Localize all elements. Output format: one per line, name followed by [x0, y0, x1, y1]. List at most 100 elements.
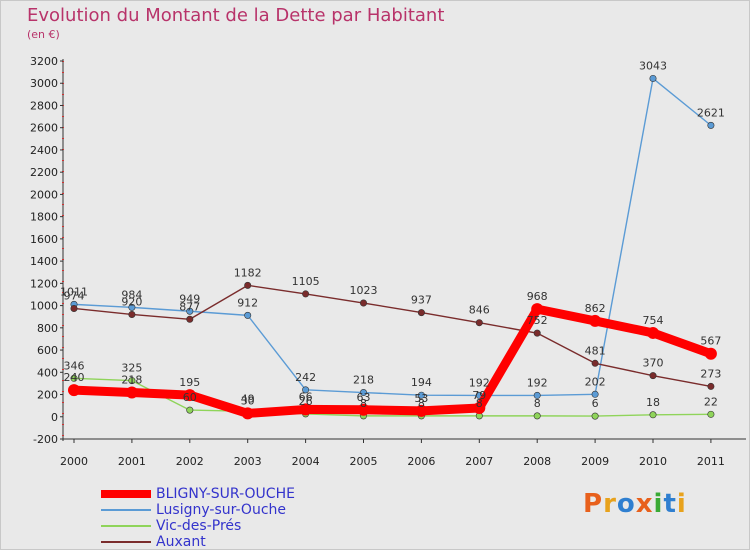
data-label: 22	[704, 395, 718, 408]
data-point	[533, 391, 541, 399]
proxiti-logo: Proxiti	[583, 489, 687, 519]
data-point	[649, 74, 657, 82]
data-point	[128, 303, 136, 311]
logo-letter: x	[635, 489, 654, 519]
data-label: 877	[179, 300, 200, 313]
data-label: 1182	[234, 266, 262, 279]
logo-letter: P	[583, 489, 604, 519]
data-label: 192	[469, 376, 490, 389]
x-tick-label: 2010	[639, 455, 667, 468]
y-tick-label: 2400	[30, 144, 58, 157]
data-label: 325	[121, 362, 142, 375]
data-labels: 240 218 195 30 66 63 53 79 968 862 754 567 1011 984 94…	[60, 59, 725, 410]
data-point	[533, 329, 541, 337]
data-label: 974	[64, 289, 85, 302]
data-point	[417, 391, 425, 399]
data-label: 6	[592, 397, 599, 410]
data-label: 240	[64, 371, 85, 384]
data-label: 754	[643, 314, 664, 327]
data-point	[475, 319, 483, 327]
legend-label: BLIGNY-SUR-OUCHE	[156, 486, 295, 502]
series-line	[73, 284, 712, 388]
data-point	[591, 359, 599, 367]
y-tick-label: -200	[33, 433, 58, 446]
y-tick-label: 1800	[30, 211, 58, 224]
data-point	[68, 384, 80, 397]
data-point	[186, 307, 194, 315]
data-label: 3043	[639, 59, 667, 72]
data-label: 968	[527, 290, 548, 303]
y-tick-label: 0	[51, 411, 58, 424]
x-tick-label: 2007	[465, 455, 493, 468]
data-label: 1105	[292, 275, 320, 288]
data-label: 1023	[350, 284, 378, 297]
data-label: 218	[353, 374, 374, 387]
y-tick-label: 1000	[30, 300, 58, 313]
data-point	[244, 281, 252, 289]
y-tick-label: 800	[37, 322, 58, 335]
x-tick-label: 2009	[581, 455, 609, 468]
data-point	[707, 121, 715, 129]
y-tick-label: 1600	[30, 233, 58, 246]
data-label: 192	[527, 376, 548, 389]
y-tick-label: 1200	[30, 277, 58, 290]
legend-swatch	[101, 509, 151, 511]
x-tick-label: 2000	[60, 455, 88, 468]
data-label: 752	[527, 314, 548, 327]
data-label: 63	[357, 391, 371, 404]
data-point	[70, 374, 78, 382]
data-point	[707, 382, 715, 390]
series-line	[69, 304, 716, 418]
y-tick-label: 2600	[30, 122, 58, 135]
x-tick-label: 2004	[292, 455, 320, 468]
data-label: 920	[121, 295, 142, 308]
data-point	[359, 299, 367, 307]
data-label: 481	[585, 344, 606, 357]
data-label: 53	[414, 392, 428, 405]
data-label: 370	[643, 357, 664, 370]
x-tick-label: 2006	[407, 455, 435, 468]
data-point	[649, 411, 657, 419]
logo-letter: i	[676, 489, 687, 519]
data-point	[241, 407, 254, 420]
y-tick-label: 3200	[30, 55, 58, 68]
data-label: 346	[64, 359, 85, 372]
data-label: 26	[299, 395, 313, 408]
data-point	[359, 389, 367, 397]
data-label: 273	[700, 367, 721, 380]
y-tick-label: 200	[37, 389, 58, 402]
data-label: 912	[237, 296, 258, 309]
x-tick-label: 2011	[697, 455, 725, 468]
legend-swatch	[101, 541, 151, 543]
x-tick-label: 2002	[176, 455, 204, 468]
data-label: 8	[476, 397, 483, 410]
data-point	[473, 401, 486, 414]
data-point	[302, 290, 310, 298]
data-label: 242	[295, 371, 316, 384]
legend-swatch	[101, 525, 151, 527]
data-point	[591, 390, 599, 398]
x-tick-label: 2001	[118, 455, 146, 468]
y-tick-label: 3000	[30, 77, 58, 90]
data-point	[186, 406, 194, 414]
axis-ticks: -200 0 200 400 600 800 1000 1200 1400 1600 1800 200…	[30, 55, 725, 468]
data-point	[128, 310, 136, 318]
y-tick-label: 2000	[30, 188, 58, 201]
data-point	[244, 311, 252, 319]
data-point	[357, 403, 370, 416]
data-point	[589, 314, 602, 327]
legend-label: Vic-des-Prés	[156, 518, 242, 534]
data-point	[707, 410, 715, 418]
data-point	[649, 372, 657, 380]
data-point	[302, 386, 310, 394]
data-label: 937	[411, 294, 432, 307]
logo-letter: t	[663, 489, 677, 519]
x-tick-label: 2005	[350, 455, 378, 468]
y-tick-label: 2200	[30, 166, 58, 179]
data-point	[591, 412, 599, 420]
y-tick-label: 2800	[30, 99, 58, 112]
y-tick-label: 1400	[30, 255, 58, 268]
logo-letter: i	[653, 489, 664, 519]
